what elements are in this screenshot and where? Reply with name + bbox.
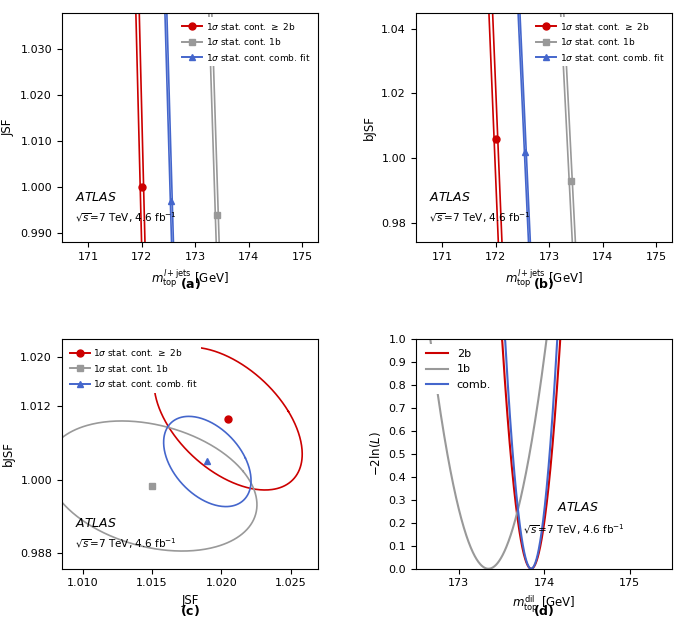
1b xyxy=(412,335,421,342)
comb. xyxy=(685,335,686,342)
2b xyxy=(685,335,686,342)
Text: $\mathbf{(d)}$: $\mathbf{(d)}$ xyxy=(533,602,555,618)
Text: $\bf{\it{ATLAS}}$: $\bf{\it{ATLAS}}$ xyxy=(75,191,117,204)
Y-axis label: bJSF: bJSF xyxy=(363,115,376,140)
comb. xyxy=(571,335,580,342)
2b xyxy=(646,335,654,342)
2b xyxy=(412,335,421,342)
Legend: 1$\sigma$ stat. cont. $\geq$ 2b, 1$\sigma$ stat. cont. 1b, 1$\sigma$ stat. cont.: 1$\sigma$ stat. cont. $\geq$ 2b, 1$\sigm… xyxy=(178,17,314,66)
comb. xyxy=(412,335,421,342)
1b xyxy=(394,335,403,342)
X-axis label: $m_{\rm top}^{\rm dil}$ [GeV]: $m_{\rm top}^{\rm dil}$ [GeV] xyxy=(512,594,576,616)
comb. xyxy=(564,335,572,342)
comb. xyxy=(394,335,403,342)
2b xyxy=(571,335,580,342)
comb. xyxy=(615,335,624,342)
comb. xyxy=(646,335,654,342)
Legend: 1$\sigma$ stat. cont. $\geq$ 2b, 1$\sigma$ stat. cont. 1b, 1$\sigma$ stat. cont.: 1$\sigma$ stat. cont. $\geq$ 2b, 1$\sigm… xyxy=(67,343,202,392)
Y-axis label: bJSF: bJSF xyxy=(1,441,14,466)
X-axis label: $m_{\rm top}^{l+\rm jets}$ [GeV]: $m_{\rm top}^{l+\rm jets}$ [GeV] xyxy=(151,268,229,291)
Text: $\sqrt{s}$=7 TeV, 4.6 fb$^{-1}$: $\sqrt{s}$=7 TeV, 4.6 fb$^{-1}$ xyxy=(523,522,626,538)
1b xyxy=(564,335,572,342)
Text: $\sqrt{s}$=7 TeV, 4.6 fb$^{-1}$: $\sqrt{s}$=7 TeV, 4.6 fb$^{-1}$ xyxy=(75,536,176,551)
Text: $\mathbf{(b)}$: $\mathbf{(b)}$ xyxy=(533,276,555,291)
Text: $\mathbf{(a)}$: $\mathbf{(a)}$ xyxy=(180,276,200,291)
comb. xyxy=(527,565,535,572)
Text: $\mathbf{(c)}$: $\mathbf{(c)}$ xyxy=(180,602,200,618)
Text: $\bf{\it{ATLAS}}$: $\bf{\it{ATLAS}}$ xyxy=(75,518,117,531)
1b xyxy=(646,335,654,342)
X-axis label: $m_{\rm top}^{l+\rm jets}$ [GeV]: $m_{\rm top}^{l+\rm jets}$ [GeV] xyxy=(505,268,583,291)
Legend: 2b, 1b, comb.: 2b, 1b, comb. xyxy=(421,344,496,394)
2b xyxy=(580,335,589,342)
Text: $\bf{\it{ATLAS}}$: $\bf{\it{ATLAS}}$ xyxy=(429,191,471,204)
2b xyxy=(564,335,572,342)
Text: $\sqrt{s}$=7 TeV, 4.6 fb$^{-1}$: $\sqrt{s}$=7 TeV, 4.6 fb$^{-1}$ xyxy=(429,210,530,224)
1b xyxy=(580,335,589,342)
1b xyxy=(484,565,493,572)
Line: comb.: comb. xyxy=(399,339,686,569)
Line: 1b: 1b xyxy=(399,339,686,569)
Text: $\bf{\it{ATLAS}}$: $\bf{\it{ATLAS}}$ xyxy=(557,501,599,514)
Y-axis label: JSF: JSF xyxy=(1,119,14,136)
2b xyxy=(615,335,624,342)
Line: 2b: 2b xyxy=(399,339,686,569)
Y-axis label: $-2\ln(L)$: $-2\ln(L)$ xyxy=(368,431,383,476)
2b xyxy=(394,335,403,342)
comb. xyxy=(580,335,589,342)
Text: $\sqrt{s}$=7 TeV, 4.6 fb$^{-1}$: $\sqrt{s}$=7 TeV, 4.6 fb$^{-1}$ xyxy=(75,210,176,224)
X-axis label: JSF: JSF xyxy=(181,594,199,607)
Legend: 1$\sigma$ stat. cont. $\geq$ 2b, 1$\sigma$ stat. cont. 1b, 1$\sigma$ stat. cont.: 1$\sigma$ stat. cont. $\geq$ 2b, 1$\sigm… xyxy=(532,17,667,66)
1b xyxy=(685,335,686,342)
2b xyxy=(527,565,535,572)
1b xyxy=(615,335,624,342)
1b xyxy=(571,335,580,342)
